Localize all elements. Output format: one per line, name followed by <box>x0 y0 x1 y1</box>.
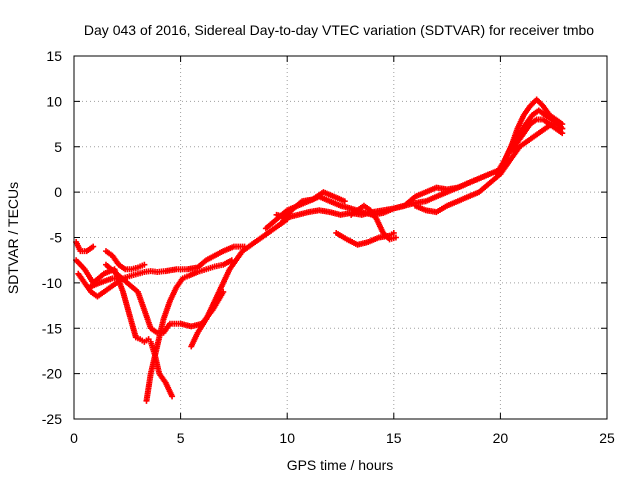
data-point <box>486 170 493 177</box>
y-tick-label: -5 <box>50 230 63 246</box>
data-point <box>341 198 348 205</box>
x-axis-label: GPS time / hours <box>287 457 394 473</box>
plot-frame <box>73 55 608 420</box>
y-tick-label: 5 <box>54 139 62 155</box>
y-tick-label: 10 <box>46 93 62 109</box>
y-axis-label: SDTVAR / TECUs <box>5 182 21 294</box>
data-series-arc-11 <box>333 229 397 248</box>
x-tick-label: 10 <box>279 430 295 446</box>
data-point <box>392 234 399 241</box>
chart-title: Day 043 of 2016, Sidereal Day-to-day VTE… <box>84 22 594 38</box>
data-point <box>113 279 120 286</box>
y-tick-label: -25 <box>42 411 62 427</box>
data-series-arc-6 <box>73 239 97 255</box>
data-series-arc-13 <box>277 189 348 227</box>
data-point <box>220 288 227 295</box>
data-point <box>169 393 176 400</box>
data-series-arc-17 <box>497 121 566 177</box>
y-tick-label: -10 <box>42 275 62 291</box>
data-point <box>559 130 566 137</box>
x-tick-label: 0 <box>70 430 78 446</box>
data-point <box>141 261 148 268</box>
data-series-arc-8 <box>102 248 148 273</box>
data-point <box>90 243 97 250</box>
y-tick-label: -20 <box>42 366 62 382</box>
x-tick-label: 5 <box>177 430 185 446</box>
data-series-arc-7 <box>75 270 120 300</box>
data-series-arc-18 <box>508 116 566 155</box>
data-layer <box>73 96 566 404</box>
data-point <box>390 229 397 236</box>
data-series-arc-3 <box>143 257 235 404</box>
y-tick-label: -15 <box>42 320 62 336</box>
data-series-arc-2 <box>85 243 248 291</box>
data-series-arc-14 <box>412 170 504 216</box>
x-tick-label: 25 <box>599 430 615 446</box>
y-tick-label: 0 <box>54 184 62 200</box>
x-tick-label: 15 <box>386 430 402 446</box>
y-tick-label: 15 <box>46 48 62 64</box>
data-series-arc-12 <box>348 202 399 243</box>
x-tick-label: 20 <box>493 430 509 446</box>
